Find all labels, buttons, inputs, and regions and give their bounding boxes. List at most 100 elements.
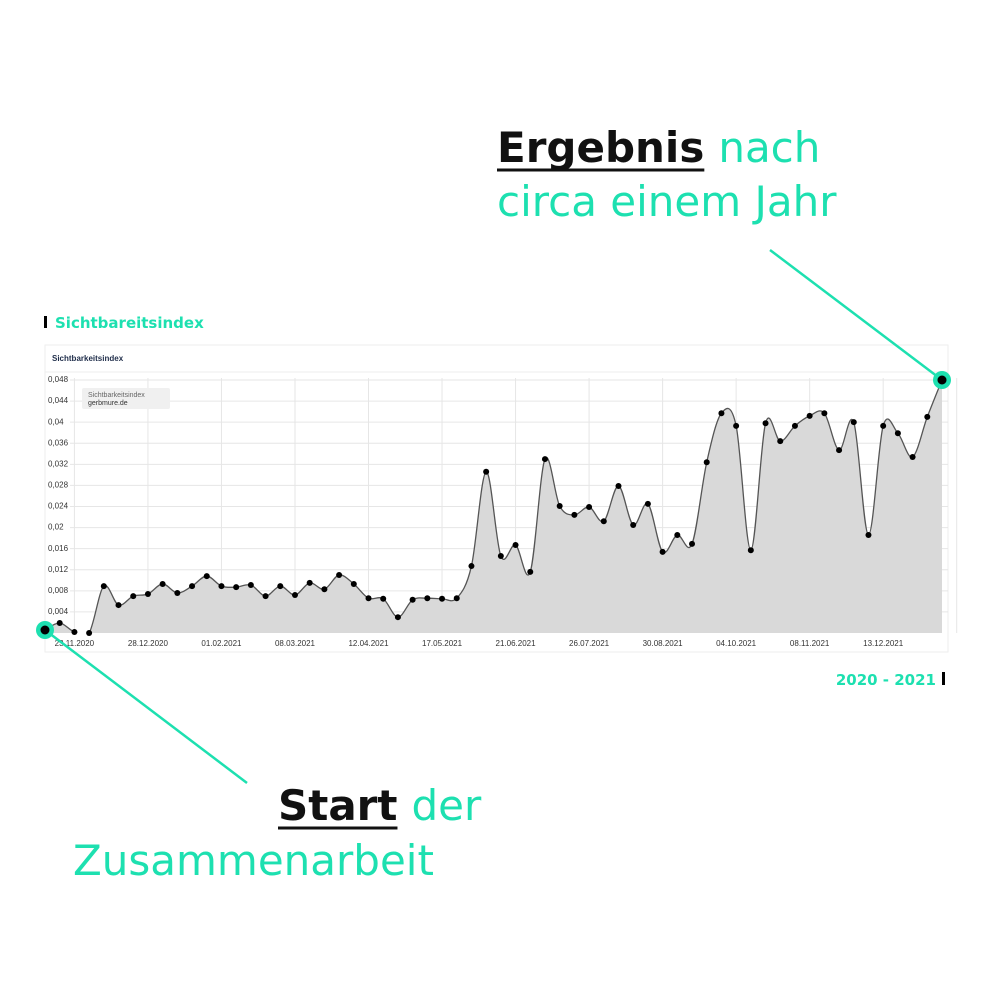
x-tick-label: 08.11.2021 xyxy=(790,639,830,648)
point xyxy=(600,518,607,525)
y-tick-label: 0,032 xyxy=(48,459,69,468)
point xyxy=(409,596,416,603)
y-tick-label: 0,004 xyxy=(48,607,69,616)
point xyxy=(439,595,446,602)
x-tick-label: 30.08.2021 xyxy=(643,639,684,648)
point xyxy=(247,582,254,589)
point xyxy=(336,572,343,579)
point xyxy=(924,413,931,420)
point xyxy=(497,553,504,560)
point xyxy=(630,521,637,528)
axis: 0,004 0,008 0,012 0,016 0,02 0,024 0,028 0,032 0… xyxy=(48,375,961,648)
label-right: 2020 - 2021 xyxy=(836,671,936,689)
point xyxy=(880,422,887,429)
point xyxy=(615,482,622,489)
point xyxy=(541,456,548,463)
pointer-line xyxy=(769,249,943,381)
point xyxy=(468,563,475,570)
x-tick-label: 17 xyxy=(952,639,961,648)
x-tick-label: 13.12.2021 xyxy=(863,639,904,648)
point xyxy=(159,580,166,587)
point xyxy=(394,614,401,621)
headline-top: Ergebnis nach xyxy=(497,123,820,172)
y-tick-label: 0,008 xyxy=(48,586,69,595)
label-bar xyxy=(44,316,47,328)
point xyxy=(71,628,78,635)
decoration xyxy=(44,249,943,784)
highlight-dot xyxy=(40,625,50,635)
point xyxy=(586,504,593,511)
label-bar xyxy=(942,672,945,685)
point xyxy=(777,438,784,445)
point xyxy=(174,589,181,596)
point xyxy=(233,584,240,591)
point xyxy=(894,430,901,437)
legend-title: Sichtbarkeitsindex xyxy=(88,392,145,399)
x-tick-label: 04.10.2021 xyxy=(716,639,757,648)
point xyxy=(909,453,916,460)
point xyxy=(56,619,63,626)
point xyxy=(306,579,313,586)
point xyxy=(424,595,431,602)
chart-title: Sichtbarkeitsindex xyxy=(52,354,124,363)
point xyxy=(321,586,328,593)
point xyxy=(806,412,813,419)
point xyxy=(556,502,563,509)
y-tick-label: 0,024 xyxy=(48,502,69,511)
point xyxy=(821,410,828,417)
headline-line2: Zusammenarbeit xyxy=(73,836,434,885)
headline-bold: Start xyxy=(278,781,397,830)
point xyxy=(659,548,666,555)
point xyxy=(189,583,196,590)
x-tick-label: 01.02.2021 xyxy=(201,639,242,648)
point xyxy=(365,595,372,602)
headline-line2: circa einem Jahr xyxy=(497,177,837,226)
point xyxy=(100,583,107,590)
point xyxy=(277,583,284,590)
x-tick-label: 28.12.2020 xyxy=(128,639,169,648)
point xyxy=(203,573,210,580)
legend-entry: gerbmure.de xyxy=(88,400,128,407)
point xyxy=(703,459,710,466)
point xyxy=(865,531,872,538)
headline-rest: nach xyxy=(718,123,820,172)
point xyxy=(350,580,357,587)
point xyxy=(762,420,769,427)
y-tick-label: 0,044 xyxy=(48,396,69,405)
point xyxy=(130,593,137,600)
point xyxy=(733,422,740,429)
point xyxy=(718,410,725,417)
point xyxy=(850,419,857,426)
point xyxy=(115,602,122,609)
y-tick-label: 0,02 xyxy=(48,523,64,532)
area xyxy=(45,380,942,633)
x-tick-label: 26.07.2021 xyxy=(569,639,610,648)
y-tick-label: 0,028 xyxy=(48,481,69,490)
x-tick-label: 21.06.2021 xyxy=(496,639,537,648)
y-tick-label: 0,016 xyxy=(48,544,69,553)
point xyxy=(527,568,534,575)
pointer-line xyxy=(44,629,248,784)
point xyxy=(791,422,798,429)
x-tick-label: 08.03.2021 xyxy=(275,639,316,648)
headline-bottom: Start der xyxy=(278,781,482,830)
point xyxy=(380,595,387,602)
point xyxy=(291,592,298,599)
point xyxy=(512,541,519,548)
point xyxy=(836,447,843,454)
headline-bold: Ergebnis xyxy=(497,123,704,172)
x-tick-label: 12.04.2021 xyxy=(348,639,389,648)
y-tick-label: 0,04 xyxy=(48,417,64,426)
x-tick-label: 17.05.2021 xyxy=(422,639,463,648)
y-tick-label: 0,036 xyxy=(48,438,69,447)
point xyxy=(674,531,681,538)
point xyxy=(571,511,578,518)
point xyxy=(218,583,225,590)
point xyxy=(747,547,754,554)
point xyxy=(262,593,269,600)
point xyxy=(689,540,696,547)
point xyxy=(483,468,490,475)
legend-box xyxy=(82,388,170,409)
point xyxy=(86,630,93,636)
